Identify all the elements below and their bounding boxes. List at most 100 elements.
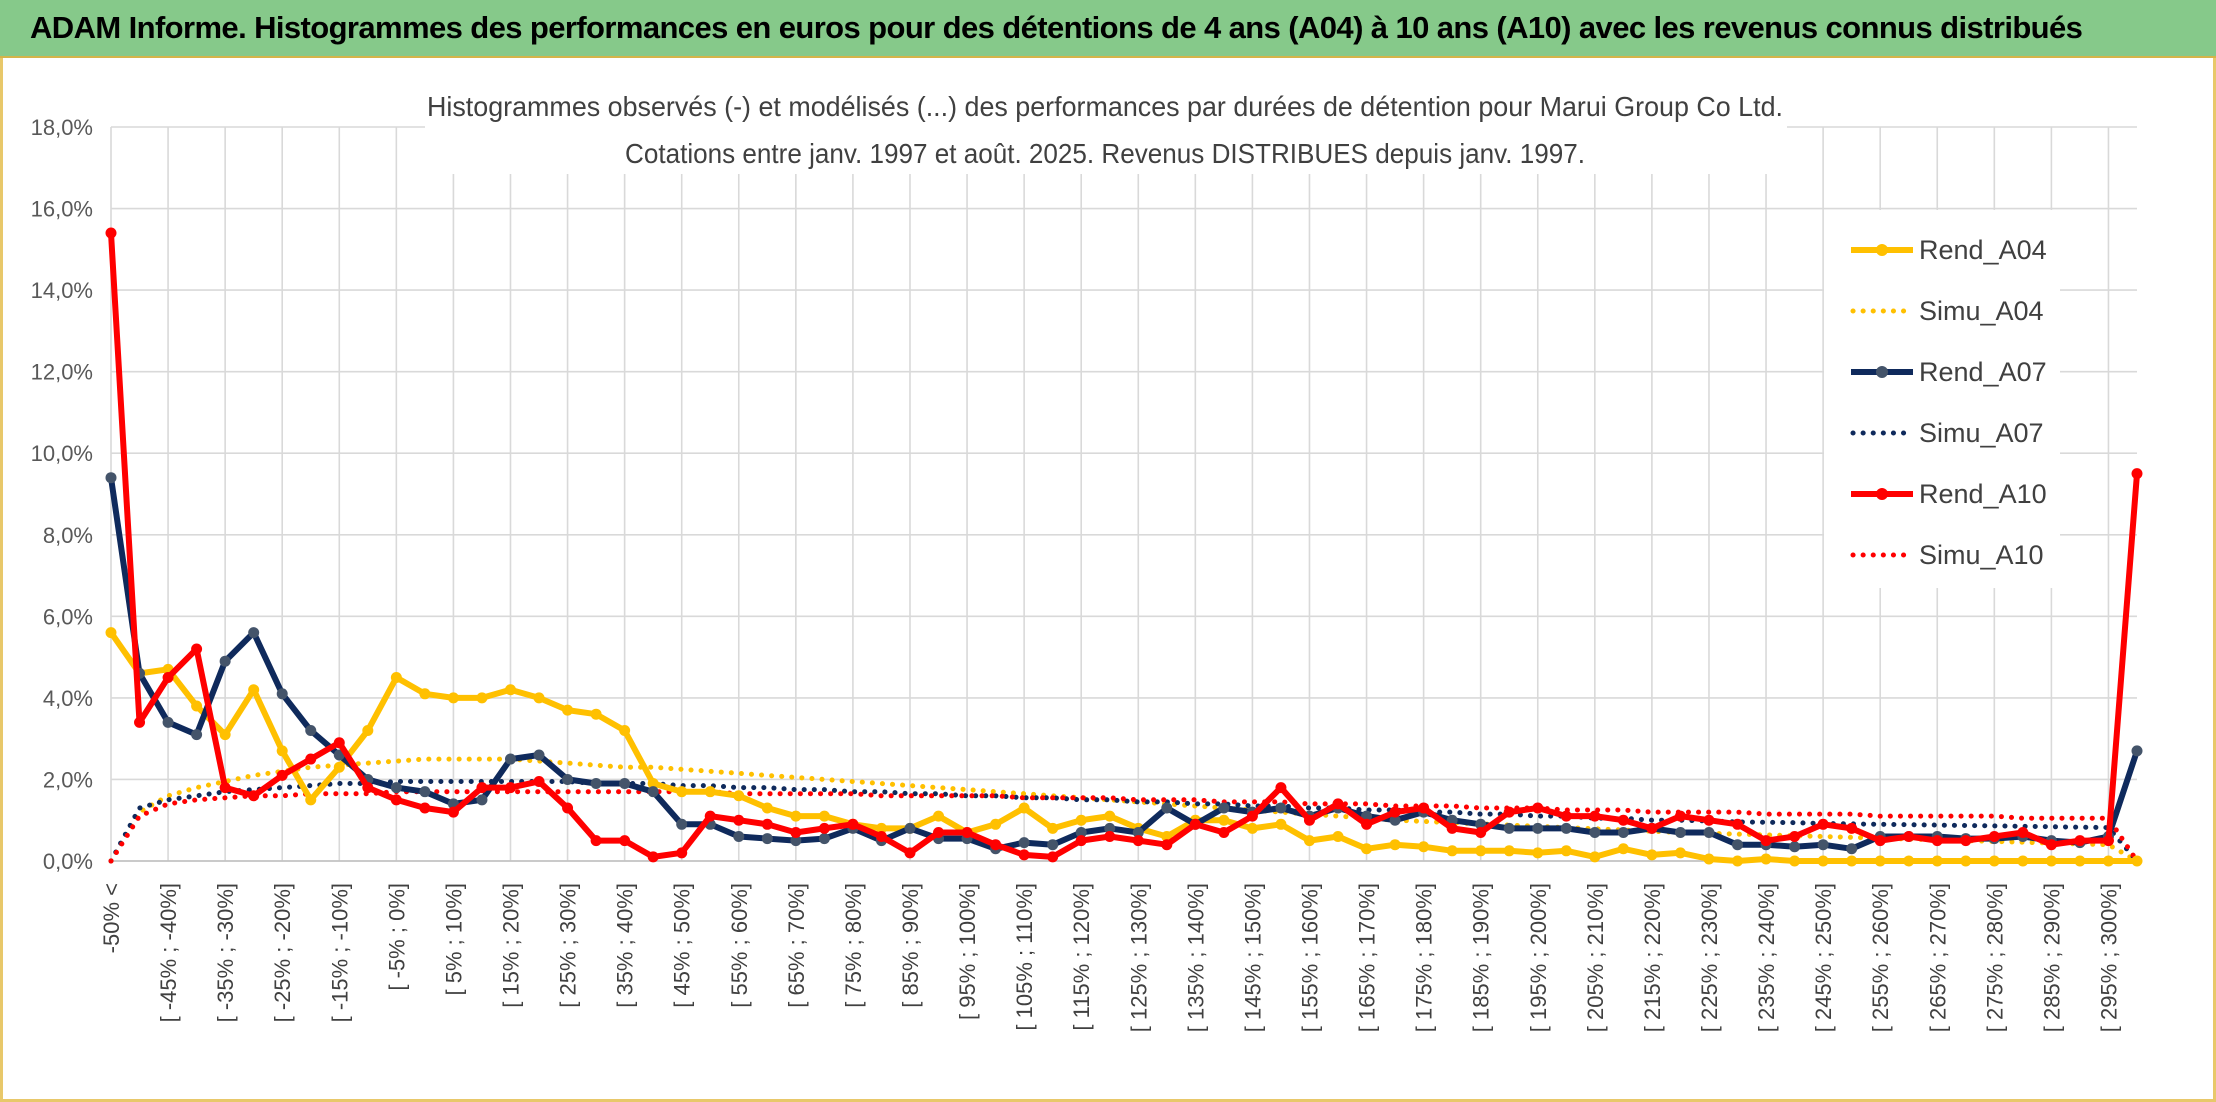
rend-a07-point <box>476 794 488 806</box>
rend-a10-point <box>1446 822 1458 834</box>
x-tick-label: [ 105% ; 110%] <box>1012 883 1037 1031</box>
rend-a04-point <box>1874 855 1886 867</box>
legend-entry-simu-a07: Simu_A07 <box>1850 418 2044 448</box>
rend-a10-point <box>1789 831 1801 843</box>
x-tick-label: [ 255% ; 260%] <box>1868 883 1893 1032</box>
x-tick-label: [ 195% ; 200%] <box>1526 883 1551 1032</box>
rend-a07-point <box>1503 822 1515 834</box>
x-tick-label: [ 5% ; 10%] <box>441 883 466 996</box>
rend-a07-point <box>904 822 916 834</box>
rend-a04-point <box>219 729 231 741</box>
rend-a04-point <box>305 794 317 806</box>
rend-a07-point <box>619 778 631 790</box>
simu-a10-line <box>108 789 2140 864</box>
x-tick-label: [ 245% ; 250%] <box>1811 883 1836 1032</box>
rend-a10-point <box>2045 839 2057 851</box>
y-axis-tick-labels: 0,0% 2,0% 4,0% 6,0% 8,0% 10,0% 12,0% 14,0% 16,0%… <box>31 115 93 874</box>
y-tick-label: 12,0% <box>31 360 93 385</box>
rend-a10-point <box>790 826 802 838</box>
rend-a10-point <box>875 831 887 843</box>
rend-a10-point <box>761 818 773 830</box>
rend-a10-point <box>1817 818 1829 830</box>
rend-a10-point <box>191 643 203 655</box>
rend-a04-point <box>504 684 516 696</box>
rend-a04-point <box>276 745 288 757</box>
rend-a04-point <box>1332 831 1344 843</box>
rend-a10-point <box>1931 835 1943 847</box>
rend-a07-point <box>676 818 688 830</box>
x-tick-label: [ 235% ; 240%] <box>1754 883 1779 1032</box>
rend-a07-point <box>590 778 602 790</box>
rend-a04-point <box>1846 855 1858 867</box>
rend-a04-point <box>2074 855 2086 867</box>
rend-a07-point <box>1789 841 1801 853</box>
rend-a04-point <box>818 810 830 822</box>
rend-a04-point <box>1047 822 1059 834</box>
y-tick-label: 14,0% <box>31 278 93 303</box>
rend-a04-point <box>1475 845 1487 857</box>
rend-a07-point <box>504 753 516 765</box>
rend-a10-point <box>1161 839 1173 851</box>
chart-frame <box>0 58 2216 1102</box>
x-tick-label: [ -5% ; 0%] <box>384 883 409 991</box>
y-tick-label: 16,0% <box>31 197 93 222</box>
rend-a10-point <box>1047 851 1059 863</box>
rend-a07-point <box>1104 822 1116 834</box>
legend-label: Simu_A07 <box>1919 418 2044 448</box>
rend-a10-point <box>1732 818 1744 830</box>
rend-a04-point <box>1246 822 1258 834</box>
rend-a07-point <box>105 472 117 484</box>
x-tick-label: [ 225% ; 230%] <box>1697 883 1722 1032</box>
rend-a10-point <box>704 810 716 822</box>
x-tick-label: [ 205% ; 210%] <box>1583 883 1608 1032</box>
rend-a04-point <box>1389 839 1401 851</box>
rend-a10-point <box>1132 835 1144 847</box>
rend-a10-point <box>2102 835 2114 847</box>
x-tick-label: [ -25% ; -20%] <box>270 883 295 1022</box>
rend-a10-point <box>1589 810 1601 822</box>
series-rend-a10 <box>105 227 2143 863</box>
rend-a04-point <box>419 688 431 700</box>
rend-a07-point <box>191 729 203 741</box>
rend-a07-point <box>1132 826 1144 838</box>
rend-a04-point <box>1018 802 1030 814</box>
x-tick-label: [ 275% ; 280%] <box>1982 883 2007 1032</box>
legend-entry-simu-a10: Simu_A10 <box>1850 540 2044 570</box>
legend-marker <box>1876 244 1888 256</box>
report-title: ADAM Informe. Histogrammes des performan… <box>30 10 2083 45</box>
rend-a10-point <box>1560 810 1572 822</box>
x-tick-label: [ 125% ; 130%] <box>1126 883 1151 1032</box>
rend-a04-point <box>1275 818 1287 830</box>
rend-a10-point <box>733 814 745 826</box>
rend-a07-point <box>1047 839 1059 851</box>
chart-legend: Rend_A04 Simu_A04 Rend_A07 Simu_A07 Rend_A10… <box>1824 210 2060 588</box>
rend-a10-point <box>1475 826 1487 838</box>
rend-a10-point <box>619 835 631 847</box>
rend-a04-point <box>191 700 203 712</box>
rend-a04-point <box>990 818 1002 830</box>
x-tick-label: [ 155% ; 160%] <box>1297 883 1322 1032</box>
x-tick-label: [ 25% ; 30%] <box>556 883 581 1008</box>
legend-label: Rend_A04 <box>1919 235 2047 265</box>
rend-a10-point <box>390 794 402 806</box>
chart-series <box>105 227 2143 867</box>
rend-a04-point <box>1903 855 1915 867</box>
rend-a04-point <box>1075 814 1087 826</box>
rend-a10-point <box>1189 818 1201 830</box>
rend-a07-point <box>1275 802 1287 814</box>
rend-a10-point <box>1361 818 1373 830</box>
x-tick-label: [ 175% ; 180%] <box>1412 883 1437 1032</box>
rend-a04-point <box>476 692 488 704</box>
rend-a04-point <box>333 761 345 773</box>
rend-a07-point <box>219 655 231 667</box>
rend-a10-point <box>419 802 431 814</box>
rend-a10-point <box>1218 826 1230 838</box>
rend-a04-point <box>2045 855 2057 867</box>
rend-a07-point <box>1703 826 1715 838</box>
rend-a10-point <box>1674 810 1686 822</box>
rend-a10-point <box>1960 835 1972 847</box>
rend-a10-point <box>1703 814 1715 826</box>
x-tick-label: [ 135% ; 140%] <box>1183 883 1208 1032</box>
